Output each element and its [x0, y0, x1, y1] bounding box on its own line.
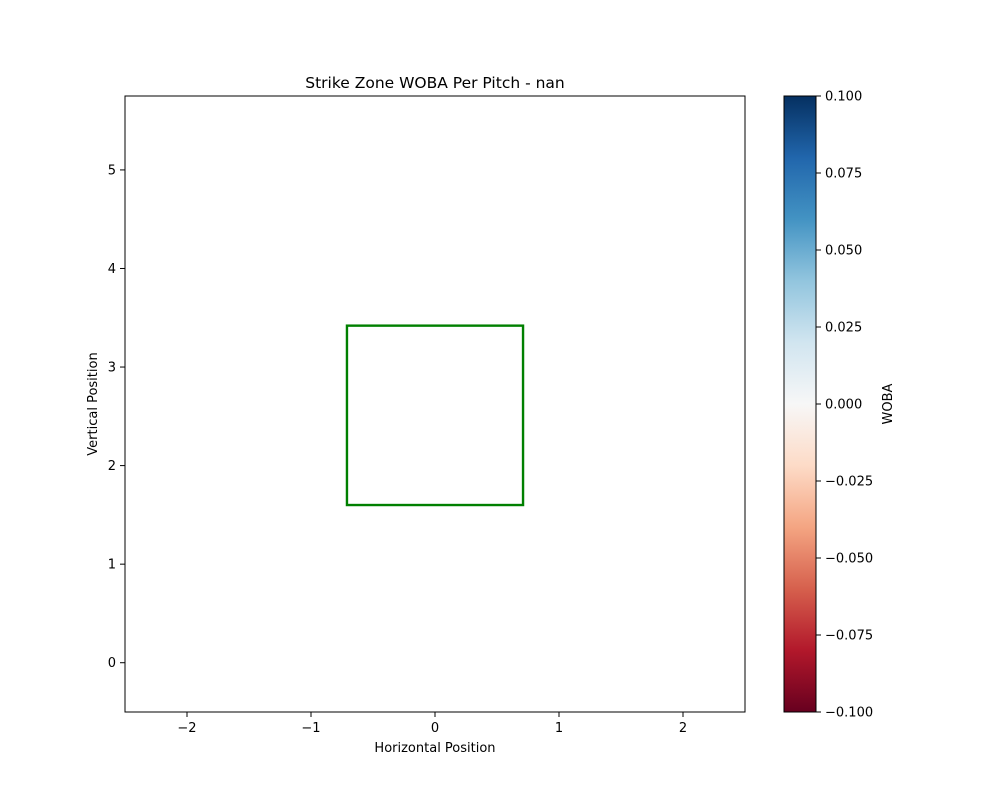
colorbar-tick-label: 0.100	[825, 90, 862, 105]
colorbar-label: WOBA	[881, 383, 896, 424]
colorbar-tick-label: −0.100	[825, 706, 873, 721]
y-axis-ticks: 0 1 2 3 4 5	[108, 163, 125, 671]
colorbar-tick-label: −0.025	[825, 475, 873, 490]
plot-area	[124, 95, 746, 713]
plot-background	[125, 96, 745, 712]
y-axis-label: Vertical Position	[86, 352, 101, 455]
x-tick-label: −1	[301, 721, 320, 736]
x-tick-label: 0	[431, 721, 439, 736]
x-tick-label: 1	[555, 721, 563, 736]
colorbar: 0.100 0.075 0.050 0.025 0.000 −0.025 −0.050 −0.…	[783, 90, 896, 721]
chart-title: Strike Zone WOBA Per Pitch - nan	[305, 74, 565, 92]
colorbar-tick-label: −0.075	[825, 629, 873, 644]
x-tick-label: −2	[177, 721, 196, 736]
x-axis-ticks: −2 −1 0 1 2	[177, 712, 687, 736]
x-tick-label: 2	[679, 721, 687, 736]
y-tick-label: 5	[108, 163, 116, 178]
y-tick-label: 0	[108, 656, 116, 671]
y-tick-label: 2	[108, 459, 116, 474]
colorbar-ticks: 0.100 0.075 0.050 0.025 0.000 −0.025 −0.050 −0.…	[816, 90, 873, 721]
colorbar-tick-label: 0.075	[825, 167, 862, 182]
colorbar-scale	[783, 95, 817, 713]
x-axis-label: Horizontal Position	[374, 741, 495, 756]
colorbar-tick-label: 0.050	[825, 244, 862, 259]
y-tick-label: 1	[108, 558, 116, 573]
colorbar-tick-label: 0.000	[825, 398, 862, 413]
y-tick-label: 3	[108, 361, 116, 376]
colorbar-tick-label: 0.025	[825, 321, 862, 336]
strike-zone-box	[345, 324, 525, 507]
colorbar-tick-label: −0.050	[825, 552, 873, 567]
y-tick-label: 4	[108, 262, 116, 277]
